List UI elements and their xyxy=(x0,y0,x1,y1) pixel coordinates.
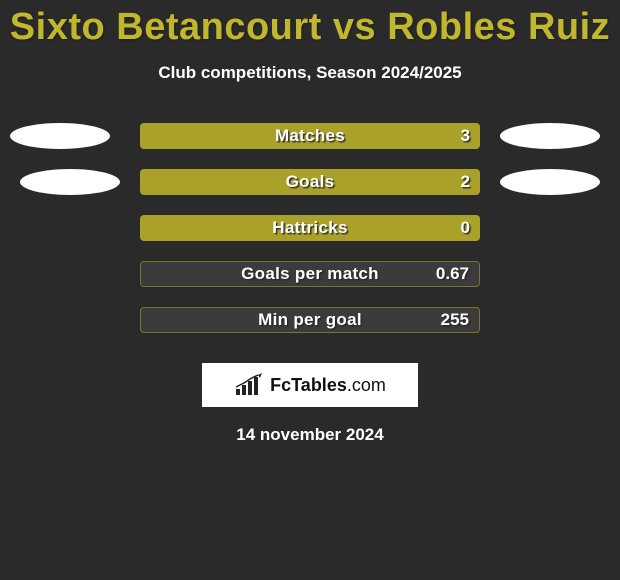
stat-row: Matches 3 xyxy=(0,113,620,159)
stat-label: Min per goal xyxy=(141,308,479,332)
stat-label: Goals per match xyxy=(141,262,479,286)
stat-bar: Goals per match 0.67 xyxy=(140,261,480,287)
stat-label: Goals xyxy=(140,169,480,195)
date-label: 14 november 2024 xyxy=(0,425,620,445)
player-photo-right xyxy=(500,123,600,149)
stat-label: Hattricks xyxy=(140,215,480,241)
player-photo-left xyxy=(20,169,120,195)
player-photo-right xyxy=(500,169,600,195)
player-photo-left xyxy=(10,123,110,149)
site-logo[interactable]: FcTables.com xyxy=(202,363,418,407)
stat-rows: Matches 3 Goals 2 Hattricks 0 Goals per … xyxy=(0,113,620,343)
logo-text-bold: FcTables xyxy=(270,375,347,395)
stat-row: Min per goal 255 xyxy=(0,297,620,343)
logo-text: FcTables.com xyxy=(270,375,386,396)
stat-value: 255 xyxy=(441,308,469,332)
stat-value: 0 xyxy=(461,215,470,241)
stat-bar: Hattricks 0 xyxy=(140,215,480,241)
stat-row: Hattricks 0 xyxy=(0,205,620,251)
stat-label: Matches xyxy=(140,123,480,149)
stat-bar: Matches 3 xyxy=(140,123,480,149)
logo-chart-icon xyxy=(234,373,264,397)
stat-bar: Min per goal 255 xyxy=(140,307,480,333)
stat-bar: Goals 2 xyxy=(140,169,480,195)
page-subtitle: Club competitions, Season 2024/2025 xyxy=(0,63,620,83)
stat-row: Goals per match 0.67 xyxy=(0,251,620,297)
page-title: Sixto Betancourt vs Robles Ruiz xyxy=(0,0,620,49)
stat-value: 2 xyxy=(461,169,470,195)
stat-value: 0.67 xyxy=(436,262,469,286)
stat-value: 3 xyxy=(461,123,470,149)
logo-text-light: .com xyxy=(347,375,386,395)
stat-row: Goals 2 xyxy=(0,159,620,205)
